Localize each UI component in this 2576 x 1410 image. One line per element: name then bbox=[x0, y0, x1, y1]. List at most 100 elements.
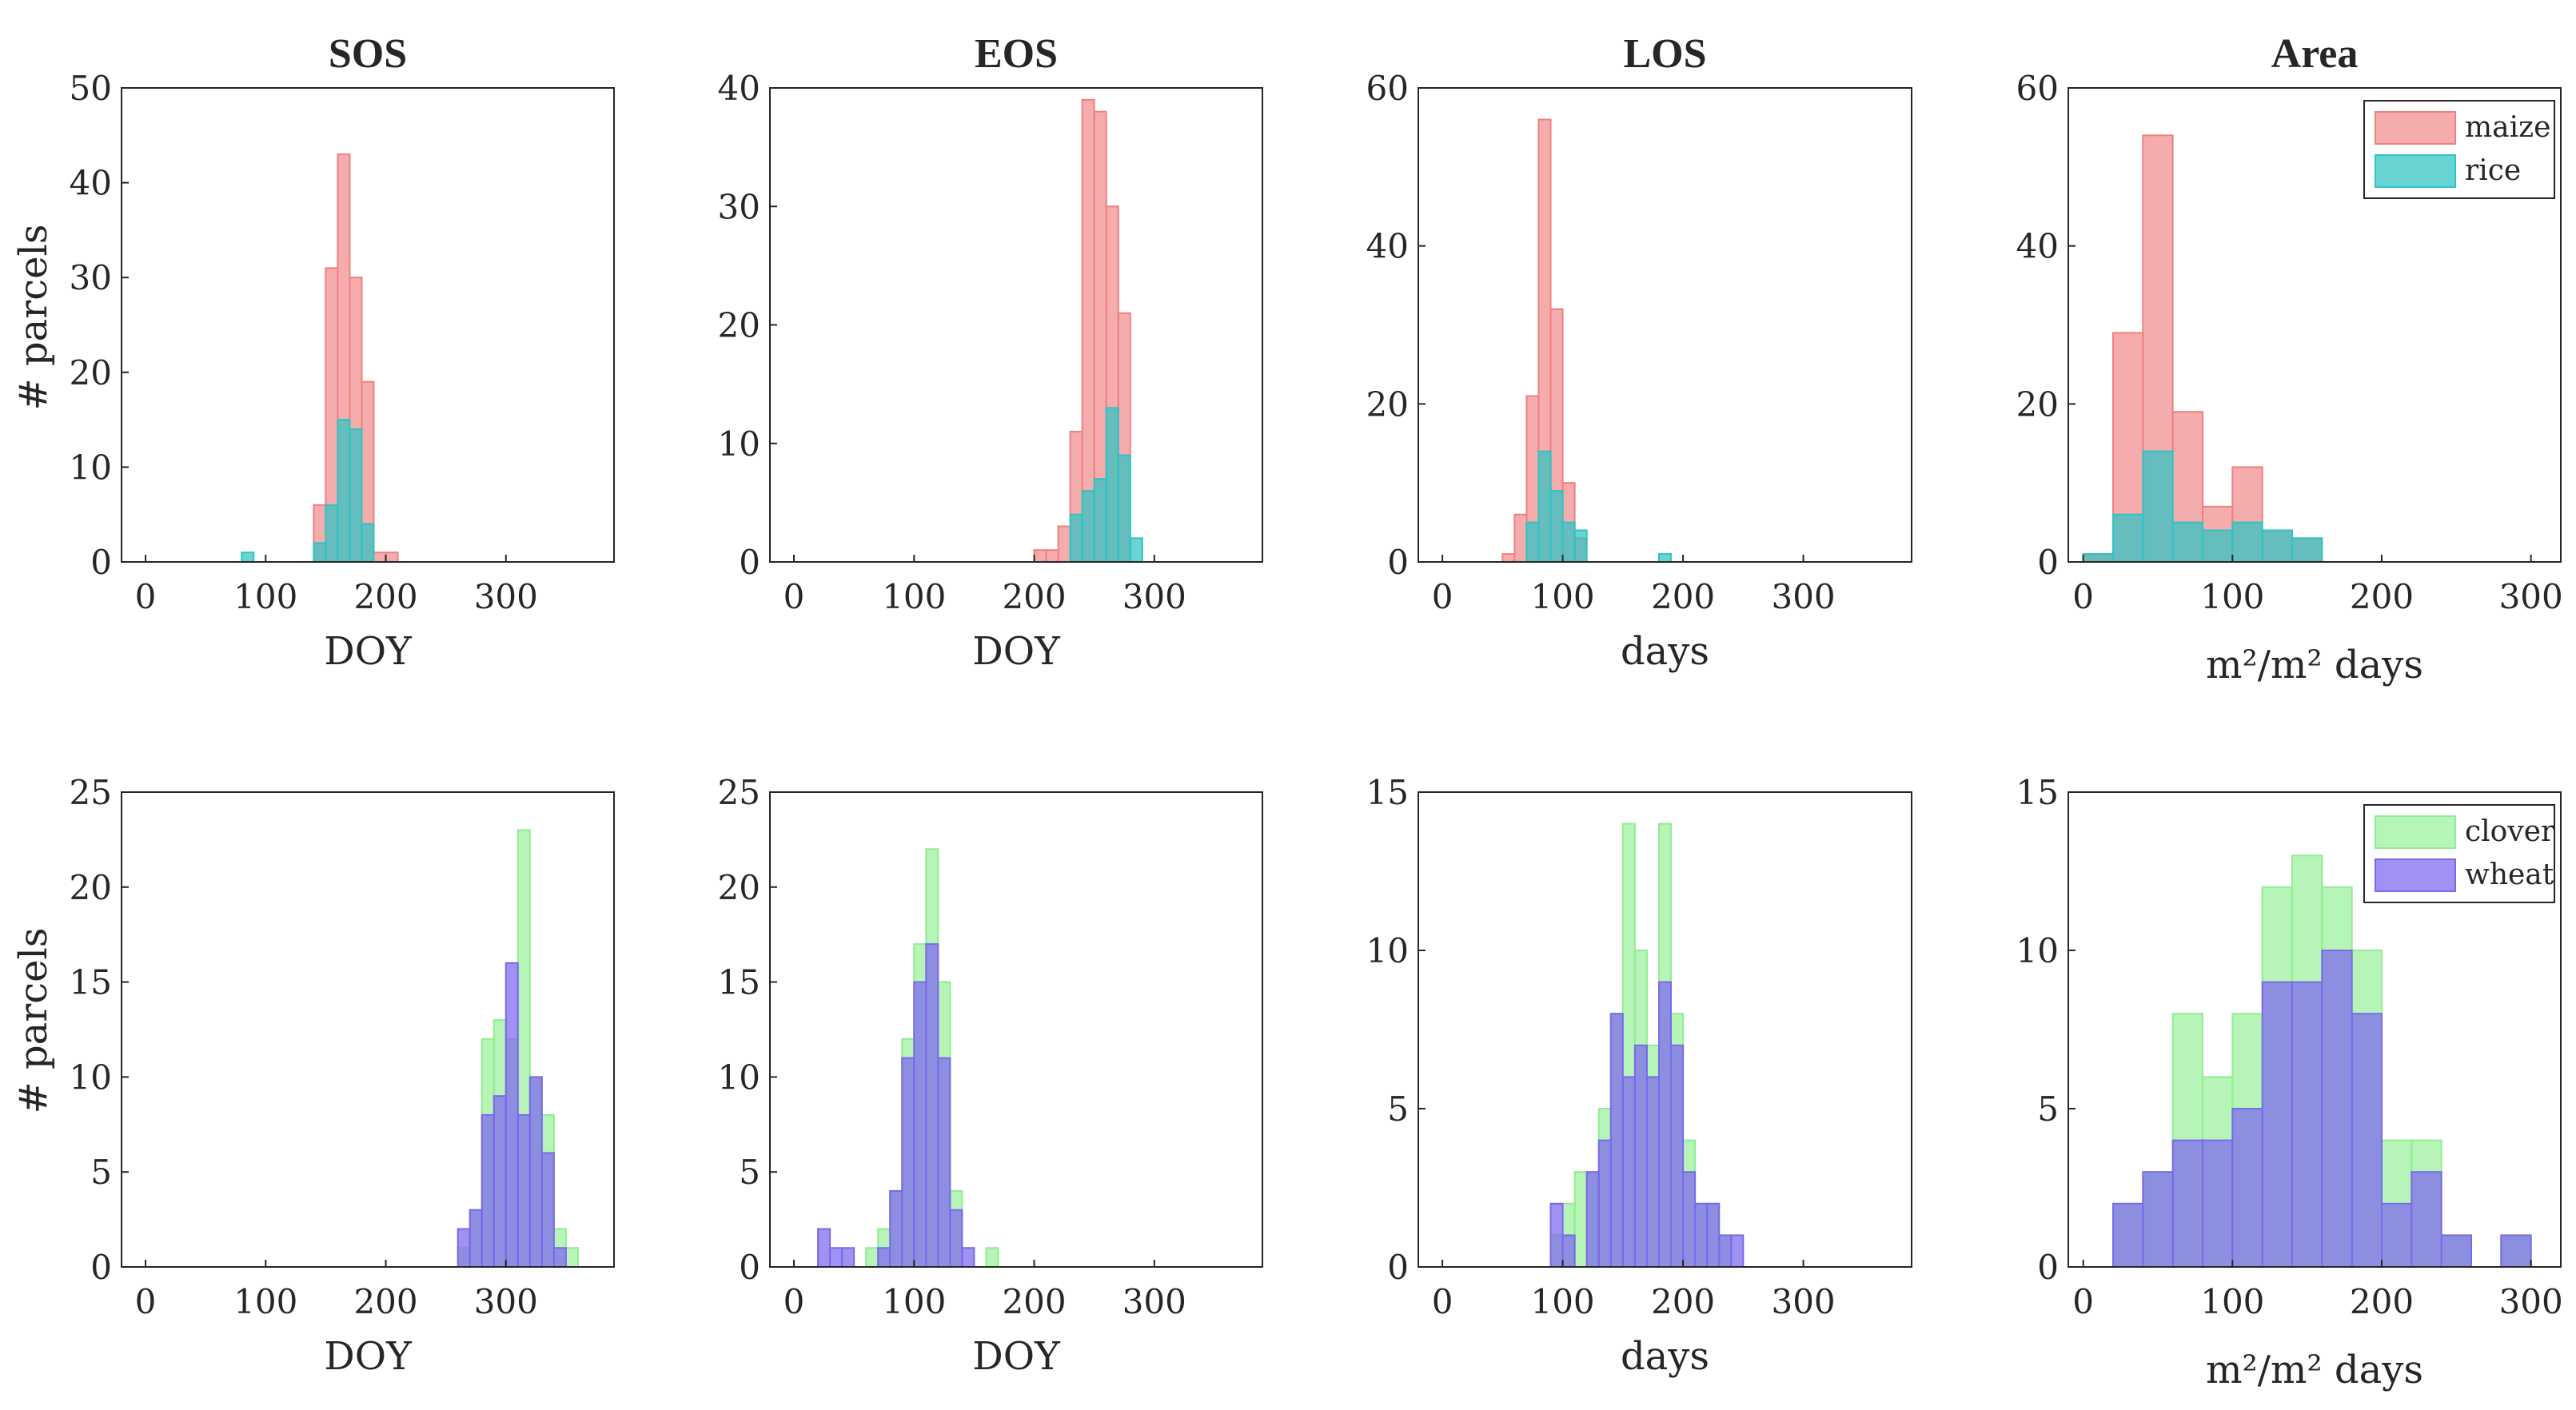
chart-title: LOS bbox=[1623, 31, 1706, 77]
x-axis-label: DOY bbox=[324, 1334, 413, 1379]
x-tick-label: 100 bbox=[233, 1282, 297, 1321]
bar-wheat bbox=[1670, 1044, 1685, 1269]
x-axis-label: m²/m² days bbox=[2206, 643, 2423, 687]
bar-clover bbox=[564, 1247, 579, 1268]
bar-wheat bbox=[913, 981, 927, 1268]
panel-area-bottom: 0 100 200 300 0 5 10 15 m²/m² days clover wheat bbox=[2016, 773, 2563, 1392]
x-tick-label: 300 bbox=[1771, 1282, 1835, 1321]
bar-wheat bbox=[1730, 1234, 1745, 1269]
y-tick-label: 20 bbox=[718, 306, 760, 345]
x-tick-label: 200 bbox=[1651, 577, 1715, 616]
x-tick-label: 0 bbox=[1432, 1282, 1453, 1321]
panel-sos-bottom: 0 100 200 300 0 5 10 15 20 25 DOY bbox=[70, 773, 615, 1379]
x-tick-label: 100 bbox=[1530, 577, 1594, 616]
bar-rice bbox=[2082, 553, 2114, 563]
bar-maize bbox=[1045, 549, 1059, 563]
x-tick-label: 100 bbox=[882, 577, 946, 616]
bar-rice bbox=[1117, 454, 1131, 564]
y-tick-label: 10 bbox=[70, 448, 112, 487]
y-tick-label: 20 bbox=[70, 868, 112, 907]
y-tick-label: 10 bbox=[70, 1058, 112, 1097]
bar-maize bbox=[385, 552, 399, 564]
bar-clover bbox=[865, 1247, 879, 1268]
bar-maize bbox=[1057, 525, 1071, 564]
x-tick-label: 300 bbox=[1771, 577, 1835, 616]
chart-title: EOS bbox=[975, 31, 1058, 77]
bar-wheat bbox=[504, 962, 519, 1268]
y-axis-label-top-row: # parcels bbox=[11, 224, 56, 410]
y-tick-label: 40 bbox=[718, 69, 760, 108]
bar-rice bbox=[1549, 490, 1564, 563]
y-tick-label: 40 bbox=[1366, 227, 1409, 266]
bar-wheat bbox=[901, 1057, 915, 1268]
bar-wheat bbox=[925, 943, 939, 1268]
bar-wheat bbox=[528, 1076, 543, 1269]
x-tick-label: 300 bbox=[474, 577, 538, 616]
y-tick-label: 60 bbox=[1366, 69, 1409, 108]
bar-rice bbox=[2231, 521, 2263, 564]
y-axis-label-bottom-row: # parcels bbox=[11, 927, 56, 1113]
bar-rice bbox=[2291, 537, 2323, 563]
bar-rice bbox=[1069, 513, 1083, 564]
bar-rice bbox=[1657, 553, 1673, 563]
bar-rice bbox=[1561, 521, 1576, 564]
x-tick-label: 100 bbox=[2200, 577, 2264, 616]
x-tick-label: 0 bbox=[135, 577, 157, 616]
x-axis-label: DOY bbox=[324, 629, 413, 674]
bar-wheat bbox=[841, 1247, 855, 1268]
bar-rice bbox=[2142, 450, 2174, 563]
x-tick-label: 300 bbox=[2499, 577, 2563, 616]
bar-wheat bbox=[937, 1057, 951, 1268]
bar-wheat bbox=[1633, 1044, 1648, 1269]
y-tick-label: 5 bbox=[2037, 1089, 2059, 1129]
plot-frame bbox=[121, 791, 615, 1268]
x-axis-label: DOY bbox=[972, 629, 1061, 674]
bar-wheat bbox=[1597, 1139, 1612, 1268]
legend-swatch-maize bbox=[2375, 111, 2456, 145]
y-tick-label: 5 bbox=[739, 1153, 760, 1192]
bar-rice bbox=[337, 419, 351, 563]
x-tick-label: 0 bbox=[2072, 1282, 2094, 1321]
bar-maize bbox=[373, 552, 387, 564]
panel-eos-top: 0 100 200 300 0 10 20 30 40 EOS DOY bbox=[718, 31, 1263, 674]
bar-wheat bbox=[949, 1209, 963, 1268]
bar-wheat bbox=[540, 1152, 555, 1268]
y-tick-label: 5 bbox=[1387, 1089, 1409, 1129]
x-tick-label: 300 bbox=[2499, 1282, 2563, 1321]
bar-clover bbox=[1573, 1171, 1588, 1268]
bar-wheat bbox=[2171, 1139, 2203, 1268]
y-tick-label: 40 bbox=[70, 164, 112, 203]
y-tick-label: 10 bbox=[718, 1058, 760, 1097]
plot-frame bbox=[1418, 791, 1912, 1268]
bar-wheat bbox=[2321, 950, 2353, 1268]
y-tick-label: 0 bbox=[739, 1248, 760, 1287]
y-tick-label: 0 bbox=[1387, 1248, 1409, 1287]
bar-clover bbox=[985, 1247, 999, 1268]
bar-rice bbox=[1573, 529, 1588, 563]
bar-wheat bbox=[2500, 1234, 2532, 1269]
y-tick-label: 30 bbox=[70, 258, 112, 297]
x-tick-label: 100 bbox=[2200, 1282, 2264, 1321]
bar-wheat bbox=[1682, 1171, 1697, 1268]
x-axis-label: days bbox=[1621, 629, 1709, 674]
x-tick-label: 200 bbox=[353, 577, 417, 616]
panel-los-top: 0 100 200 300 0 20 40 60 LOS days bbox=[1366, 31, 1912, 674]
bar-maize bbox=[1033, 549, 1047, 563]
bar-rice bbox=[1525, 521, 1540, 564]
y-tick-label: 60 bbox=[2016, 69, 2059, 108]
bar-wheat bbox=[1718, 1234, 1733, 1269]
legend-swatch-clover bbox=[2375, 815, 2456, 849]
y-tick-label: 50 bbox=[70, 69, 112, 108]
plot-frame bbox=[769, 791, 1263, 1268]
bar-wheat bbox=[829, 1247, 843, 1268]
bar-maize bbox=[1501, 553, 1516, 563]
y-tick-label: 15 bbox=[70, 963, 112, 1002]
x-tick-label: 300 bbox=[1123, 577, 1186, 616]
x-axis-label: DOY bbox=[972, 1334, 1061, 1379]
y-tick-label: 10 bbox=[1366, 931, 1409, 970]
y-tick-label: 30 bbox=[718, 187, 760, 226]
bar-rice bbox=[325, 504, 339, 564]
y-tick-label: 20 bbox=[70, 353, 112, 392]
bar-rice bbox=[1105, 407, 1119, 563]
